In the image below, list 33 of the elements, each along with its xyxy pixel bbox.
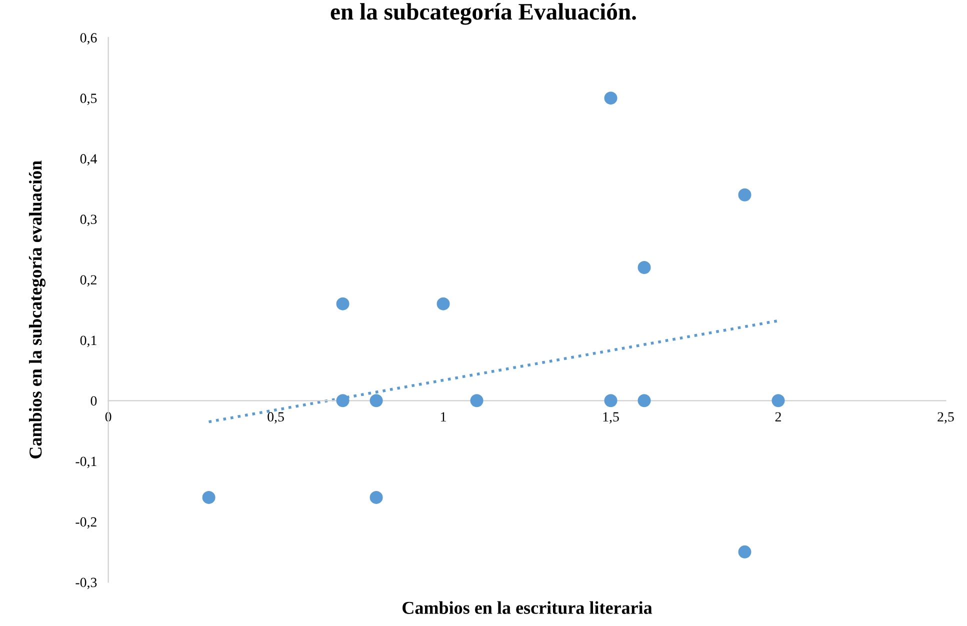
x-tick-label: 1,5 xyxy=(603,412,619,424)
x-tick-label: 2,5 xyxy=(938,412,954,424)
point xyxy=(470,394,484,408)
point xyxy=(638,394,651,408)
y-tick-label: -0,3 xyxy=(76,578,97,590)
point xyxy=(202,490,216,504)
y-tick-label: 0,6 xyxy=(80,33,97,45)
y-tick-label: 0,2 xyxy=(80,275,96,287)
y-tick-label: 0,3 xyxy=(80,214,97,226)
point xyxy=(738,188,752,202)
y-axis-title: Cambios en la subcategoría evaluación xyxy=(28,160,46,458)
y-tick-label: -0,2 xyxy=(76,517,96,529)
point xyxy=(436,297,450,310)
point xyxy=(604,394,618,408)
point xyxy=(370,490,383,504)
x-tick-label: 2 xyxy=(775,412,781,422)
point xyxy=(772,394,785,408)
x-tick-label: 1 xyxy=(441,412,446,422)
point xyxy=(738,545,752,558)
y-tick-label: 0,4 xyxy=(80,154,97,166)
chart-title: en la subcategoría Evaluación. xyxy=(330,3,636,25)
point xyxy=(604,92,618,105)
x-axis-title: Cambios en la escritura literaria xyxy=(402,601,652,614)
point xyxy=(336,297,350,310)
x-tick-label: 0 xyxy=(105,412,112,422)
y-tick-label: -0,1 xyxy=(76,456,96,468)
y-tick-label: 0,1 xyxy=(80,336,96,348)
y-tick-label: 0 xyxy=(90,396,97,406)
point xyxy=(336,394,350,408)
point xyxy=(370,394,383,408)
x-tick-label: 0,5 xyxy=(268,412,284,424)
y-tick-label: 0,5 xyxy=(80,94,97,106)
point xyxy=(638,261,651,274)
